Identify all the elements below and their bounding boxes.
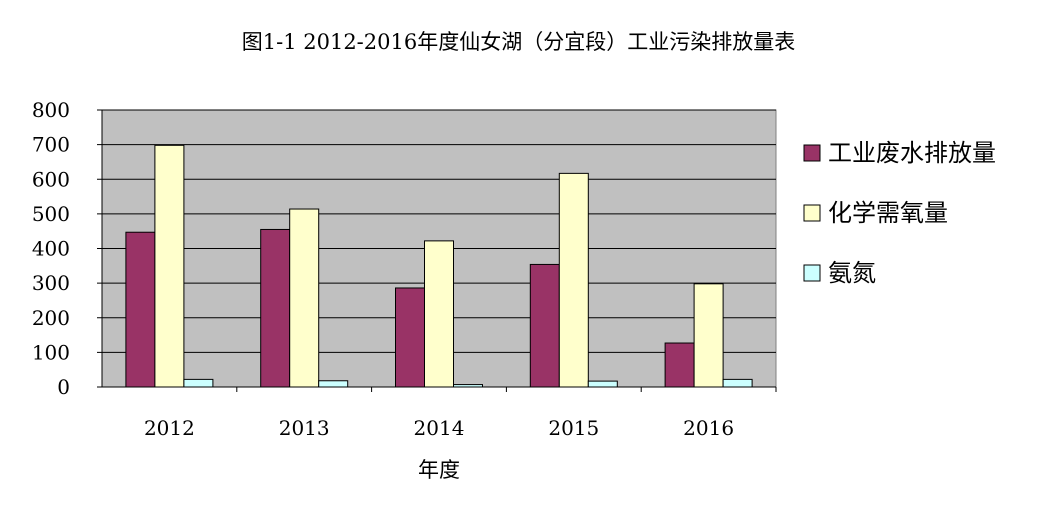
bar-2016-series-1 (693, 283, 724, 388)
y-axis-ticks: 0 100 200 300 400 500 600 700 800 (32, 98, 102, 399)
y-tick-label: 400 (32, 237, 70, 261)
bar-2016-series-0 (664, 342, 695, 388)
bar-2014-series-0 (395, 287, 425, 388)
legend-swatch (803, 264, 821, 282)
x-tick-label: 2016 (683, 416, 734, 440)
y-tick-label: 300 (32, 271, 70, 295)
bar-2014-series-1 (424, 240, 454, 388)
chart-title: 图1-1 2012-2016年度仙女湖（分宜段）工业污染排放量表 (241, 30, 796, 54)
x-tick-label: 2012 (144, 416, 195, 440)
bar-2012-series-0 (125, 231, 156, 388)
legend-label: 化学需氧量 (828, 199, 948, 227)
legend-label: 工业废水排放量 (828, 139, 996, 167)
x-tick-label: 2014 (414, 416, 465, 440)
x-axis-label: 年度 (418, 458, 460, 482)
bar-2012-series-2 (183, 378, 214, 388)
bars (125, 144, 753, 388)
x-tick-label: 2015 (548, 416, 599, 440)
legend-label: 氨氮 (828, 259, 876, 287)
bar-2015-series-0 (529, 263, 560, 388)
y-tick-label: 200 (32, 306, 70, 330)
bar-2013-series-2 (318, 380, 349, 388)
bar-2012-series-1 (154, 144, 185, 388)
y-tick-label: 500 (32, 202, 70, 226)
x-axis-ticks: 2012 2013 2014 2015 2016 (144, 387, 777, 440)
bar-2015-series-1 (558, 172, 589, 388)
y-tick-label: 100 (32, 340, 70, 364)
legend-swatch (803, 204, 821, 222)
x-tick-label: 2013 (279, 416, 330, 440)
bar-2013-series-0 (260, 228, 291, 388)
bar-2015-series-2 (587, 380, 618, 388)
bar-2013-series-1 (289, 208, 320, 388)
y-tick-label: 600 (32, 167, 70, 191)
bar-2016-series-2 (722, 378, 753, 388)
y-tick-label: 0 (57, 375, 70, 399)
legend-swatch (803, 144, 821, 162)
y-tick-label: 700 (32, 133, 70, 157)
y-tick-label: 800 (32, 98, 70, 122)
